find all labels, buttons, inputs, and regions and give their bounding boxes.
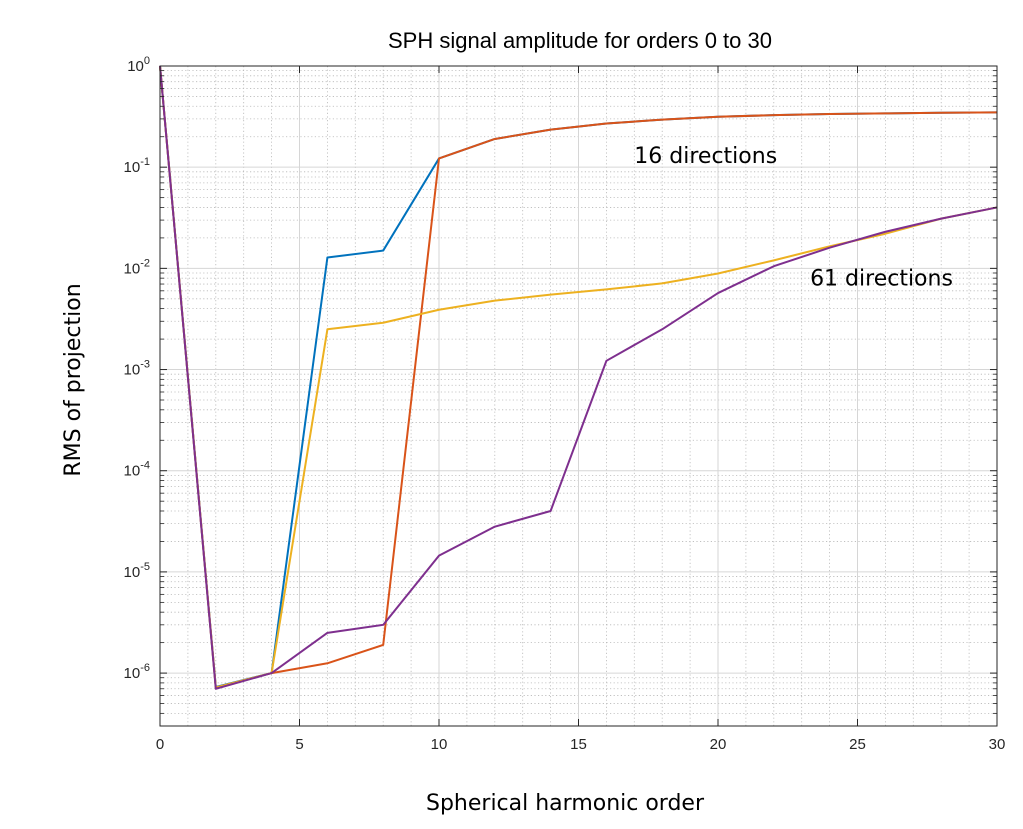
y-tick-label: 10-6: [124, 662, 150, 682]
x-tick-label: 0: [156, 736, 164, 753]
y-tick-label: 100: [127, 55, 150, 75]
y-tick-label: 10-4: [124, 460, 150, 480]
x-tick-label: 20: [710, 736, 727, 753]
annotations: 16 directions 61 directions: [634, 144, 953, 291]
x-tick-label: 10: [431, 736, 448, 753]
tick-marks: [159, 65, 998, 727]
y-axis-label: RMS of projection: [61, 283, 86, 476]
series-line-2: [159, 65, 998, 689]
annotation-1: 16 directions: [634, 144, 777, 169]
y-tick-label: 10-1: [124, 156, 150, 176]
y-tick-label: 10-5: [124, 561, 150, 581]
x-tick-labels: 0 5 10 15 20 25 30: [156, 736, 1006, 753]
y-tick-labels: 10-6 10-5 10-4 10-3 10-2 10-1 100: [124, 55, 150, 682]
x-axis-label: Spherical harmonic order: [426, 791, 705, 816]
series-line-4: [159, 65, 998, 690]
series-layer: [159, 65, 998, 690]
x-tick-label: 15: [570, 736, 587, 753]
x-tick-label: 25: [849, 736, 866, 753]
x-tick-label: 5: [295, 736, 303, 753]
x-tick-label: 30: [989, 736, 1006, 753]
y-tick-label: 10-3: [124, 359, 150, 379]
chart-title: SPH signal amplitude for orders 0 to 30: [388, 28, 772, 53]
y-tick-label: 10-2: [124, 257, 150, 277]
annotation-2: 61 directions: [810, 266, 953, 291]
